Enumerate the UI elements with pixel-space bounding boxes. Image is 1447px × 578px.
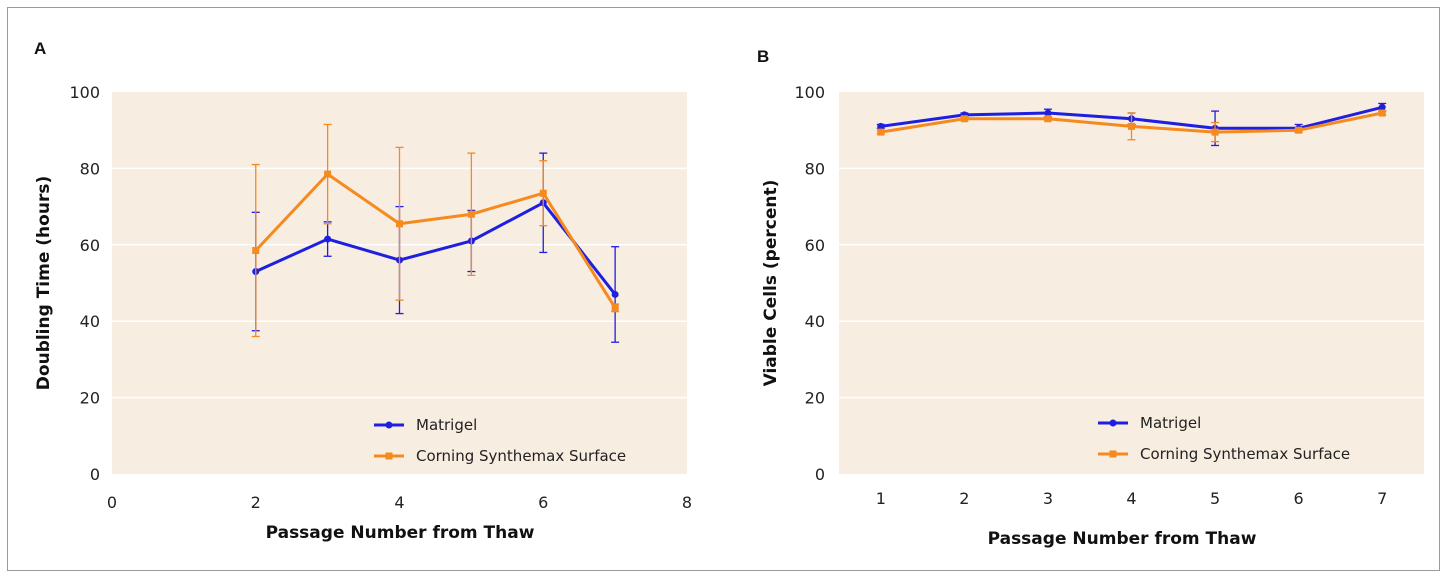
data-point [1128, 122, 1135, 130]
series-line [254, 172, 617, 309]
data-point [611, 290, 619, 298]
x-tick-label: 4 [394, 493, 404, 512]
data-point [1378, 103, 1386, 111]
legend-marker [1109, 419, 1117, 427]
y-tick-label: 40 [80, 312, 100, 331]
y-tick-label: 100 [69, 83, 100, 102]
plot-background [839, 92, 1424, 474]
legend: Matrigel Corning Synthemax Surface [374, 416, 626, 465]
panel-letter: B [757, 47, 769, 66]
data-point [539, 189, 547, 197]
x-tick-label: 7 [1377, 489, 1387, 508]
legend-marker [385, 452, 393, 460]
legend: Matrigel Corning Synthemax Surface [1098, 414, 1350, 463]
legend-label: Corning Synthemax Surface [416, 447, 626, 465]
x-axis-title: Passage Number from Thaw [266, 523, 535, 543]
data-point [1211, 128, 1219, 136]
x-tick-label: 6 [1294, 489, 1304, 508]
data-point [324, 170, 332, 178]
x-tick-label: 8 [682, 493, 692, 512]
data-point [396, 220, 403, 228]
data-point [1044, 115, 1052, 123]
y-tick-label: 100 [794, 83, 825, 102]
x-tick-label: 3 [1043, 489, 1053, 508]
x-tick-label: 5 [1210, 489, 1220, 508]
y-tick-label: 40 [805, 312, 825, 331]
data-point [324, 235, 332, 243]
series-corning-synthemax-surface [251, 123, 620, 338]
data-point [877, 128, 885, 136]
y-tick-label: 0 [815, 465, 825, 484]
data-point [611, 304, 619, 312]
y-tick-label: 0 [90, 465, 100, 484]
data-point [1044, 109, 1052, 117]
x-tick-label: 2 [959, 489, 969, 508]
legend-label: Matrigel [416, 416, 477, 434]
x-tick-label: 4 [1126, 489, 1136, 508]
panel-letter: A [34, 39, 46, 58]
y-tick-label: 80 [805, 159, 825, 178]
x-tick-label: 2 [251, 493, 261, 512]
x-tick-label: 6 [538, 493, 548, 512]
x-tick-label: 1 [876, 489, 886, 508]
series-corning-synthemax-surface [876, 109, 1387, 143]
chart-B: B 0 20 40 60 80 100 1 2 3 4 5 6 7 Passage Number from … [757, 47, 1424, 549]
x-axis-title: Passage Number from Thaw [988, 529, 1257, 549]
y-tick-label: 60 [80, 236, 100, 255]
y-tick-label: 20 [80, 389, 100, 408]
y-tick-label: 20 [805, 389, 825, 408]
legend-marker [1109, 450, 1117, 458]
data-point [877, 122, 885, 130]
series-line [255, 201, 617, 296]
y-axis-title: Viable Cells (percent) [761, 180, 781, 387]
y-tick-label: 80 [80, 159, 100, 178]
legend-label: Matrigel [1140, 414, 1201, 432]
data-point [960, 115, 968, 123]
x-tick-label: 0 [107, 493, 117, 512]
y-tick-label: 60 [805, 236, 825, 255]
legend-label: Corning Synthemax Surface [1140, 445, 1350, 463]
y-axis-title: Doubling Time (hours) [34, 176, 54, 390]
chart-A: A 0 20 40 60 80 100 0 2 4 6 8 Passage Number from Th… [34, 39, 692, 543]
data-point [467, 210, 475, 218]
legend-marker [385, 421, 393, 429]
data-point [1295, 126, 1303, 134]
data-point [1378, 109, 1386, 117]
data-point [252, 247, 260, 255]
